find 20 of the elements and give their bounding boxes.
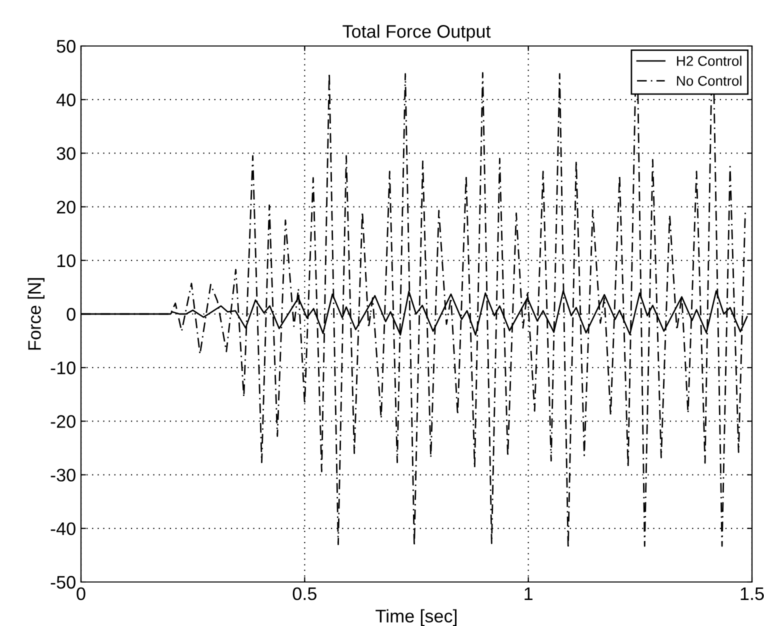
x-axis-title: Time [sec] [376, 609, 457, 626]
y-tick-label: 40 [56, 94, 76, 106]
y-tick-label: -50 [50, 576, 76, 589]
y-tick-label: 20 [56, 200, 76, 214]
y-tick-label: 10 [57, 254, 76, 268]
x-tick-label: 1.5 [740, 588, 764, 600]
y-tick-label: -10 [50, 362, 76, 374]
y-tick-label: 50 [56, 40, 76, 53]
y-tick-label: -30 [50, 468, 76, 482]
y-tick-label: 0 [66, 308, 76, 321]
y-axis-title: Force [N] [28, 278, 44, 350]
legend-label: No Control [677, 76, 742, 86]
x-tick-label: 0.5 [292, 587, 316, 600]
chart-title: Total Force Output [342, 24, 491, 42]
legend-label: H2 Control [677, 56, 742, 66]
x-tick-label: 1 [524, 588, 532, 600]
x-tick-label: 0 [76, 587, 86, 600]
y-tick-label: -20 [50, 415, 76, 428]
y-tick-label: -40 [50, 522, 76, 536]
y-tick-label: 30 [56, 147, 76, 160]
